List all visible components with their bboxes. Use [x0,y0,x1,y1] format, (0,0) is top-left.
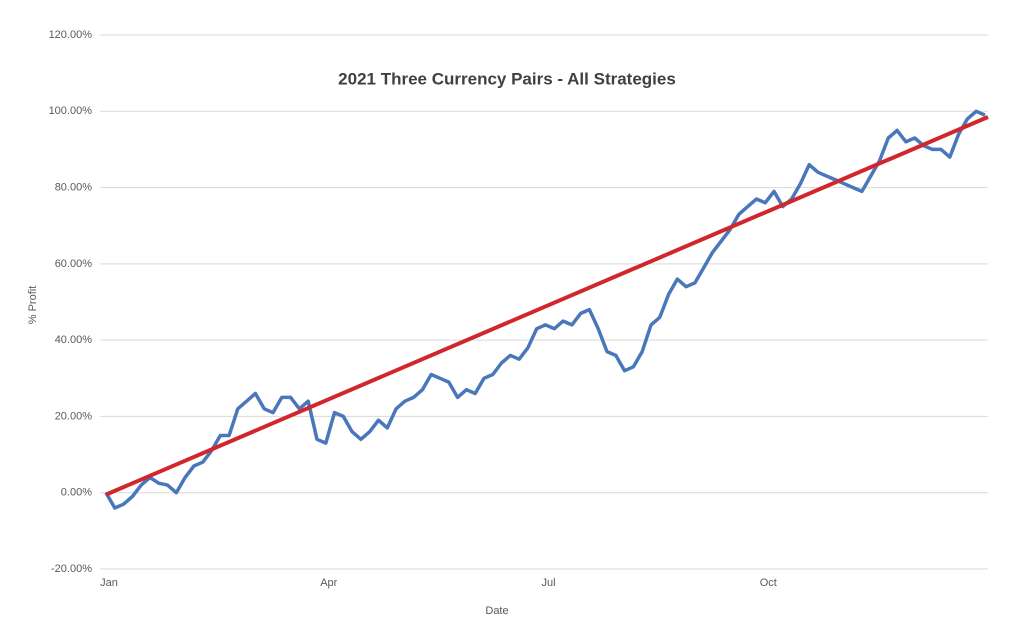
y-tick-label: 100.00% [49,105,93,117]
x-tick-label: Oct [760,577,777,589]
y-tick-label: 120.00% [49,29,93,41]
x-tick-label: Jan [100,577,118,589]
y-axis-label: % Profit [27,286,39,325]
y-tick-label: 20.00% [55,410,93,422]
y-tick-label: 80.00% [55,181,93,193]
x-tick-label: Apr [320,577,337,589]
series-line [104,109,986,510]
x-tick-label: Jul [541,577,555,589]
y-tick-label: 40.00% [55,334,93,346]
y-tick-label: 60.00% [55,258,93,270]
trend-line [105,115,989,497]
y-tick-label: -20.00% [51,563,92,575]
x-axis-label: Date [485,605,508,617]
y-tick-label: 0.00% [61,487,92,499]
chart-title: 2021 Three Currency Pairs - All Strategi… [338,69,676,88]
